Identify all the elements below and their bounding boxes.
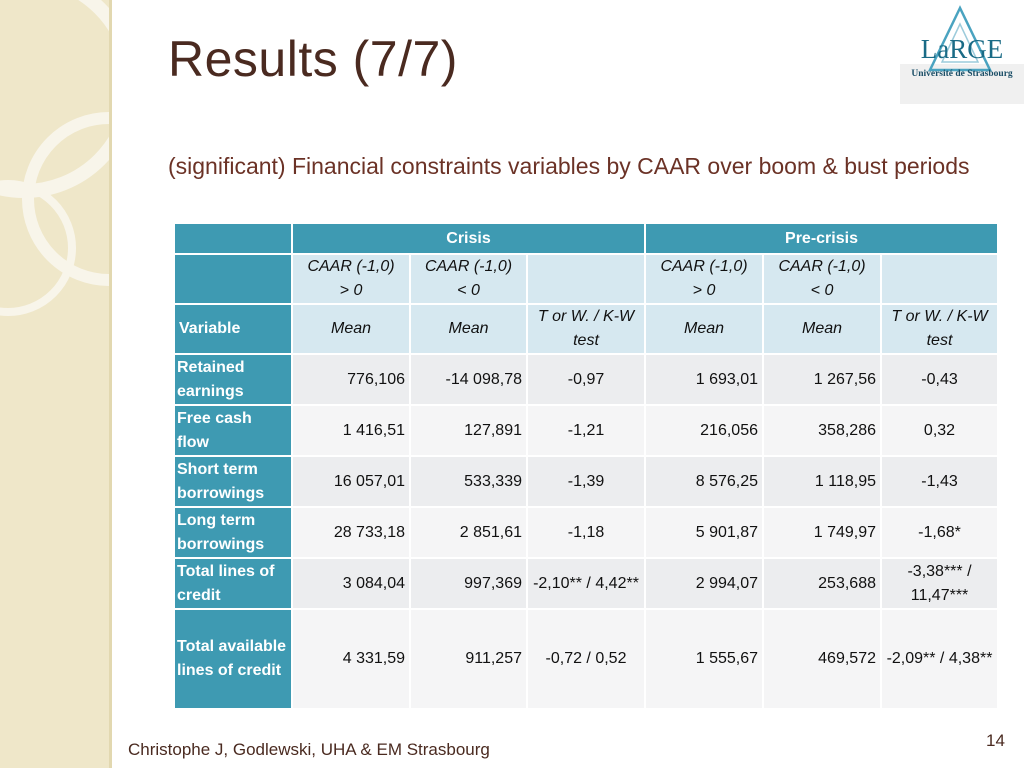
caar-sign: < 0 [810, 282, 834, 299]
cell-value: 2 994,07 [644, 557, 764, 610]
cell-value: 28 733,18 [291, 506, 411, 559]
row-variable-name: Total lines of credit [173, 557, 293, 610]
cell-test: -1,43 [880, 455, 999, 508]
header-caar-neg-precrisis: CAAR (-1,0) < 0 [762, 253, 882, 305]
caar-label: CAAR (-1,0) [307, 258, 395, 275]
cell-value: 216,056 [644, 404, 764, 457]
cell-value: 358,286 [762, 404, 882, 457]
cell-test: 0,32 [880, 404, 999, 457]
row-variable-name: Long term borrowings [173, 506, 293, 559]
test-header: T or W. / K-W test [526, 303, 646, 355]
cell-value: -14 098,78 [409, 353, 528, 406]
mean-header: Mean [644, 303, 764, 355]
table-subheader-row: CAAR (-1,0) > 0 CAAR (-1,0) < 0 CAAR (-1,0… [173, 253, 999, 305]
cell-test: -2,10** / 4,42** [526, 557, 646, 610]
header-blank-cell [173, 222, 293, 255]
header-caar-pos-precrisis: CAAR (-1,0) > 0 [644, 253, 764, 305]
cell-test: -0,43 [880, 353, 999, 406]
header-empty-precrisis [880, 253, 999, 305]
cell-value: 2 851,61 [409, 506, 528, 559]
caar-label: CAAR (-1,0) [660, 258, 748, 275]
page-number: 14 [986, 731, 1005, 750]
cell-value: 8 576,25 [644, 455, 764, 508]
table-row: Short term borrowings 16 057,01 533,339 … [173, 455, 999, 508]
cell-value: 469,572 [762, 608, 882, 710]
slide-subtitle: (significant) Financial constraints vari… [168, 153, 970, 179]
caar-label: CAAR (-1,0) [778, 258, 866, 275]
table-variable-row: Variable Mean Mean T or W. / K-W test Mea… [173, 303, 999, 355]
cell-value: 16 057,01 [291, 455, 411, 508]
caar-sign: > 0 [692, 282, 716, 299]
cell-value: 776,106 [291, 353, 411, 406]
cell-test: -1,18 [526, 506, 646, 559]
test-label: test [573, 332, 599, 349]
row-variable-name: Retained earnings [173, 353, 293, 406]
row-variable-name: Total available lines of credit [173, 608, 293, 710]
group-header-crisis: Crisis [291, 222, 646, 255]
cell-test: -0,72 / 0,52 [526, 608, 646, 710]
table-row: Free cash flow 1 416,51 127,891 -1,21 21… [173, 404, 999, 457]
decorative-side-band [0, 0, 112, 768]
table-header-row: Crisis Pre-crisis [173, 222, 999, 255]
cell-value: 533,339 [409, 455, 528, 508]
cell-test: -1,21 [526, 404, 646, 457]
table-row: Total lines of credit 3 084,04 997,369 -… [173, 557, 999, 610]
header-empty-crisis [526, 253, 646, 305]
cell-test: -2,09** / 4,38** [880, 608, 999, 710]
row-variable-name: Free cash flow [173, 404, 293, 457]
header-caar-neg-crisis: CAAR (-1,0) < 0 [409, 253, 528, 305]
caar-label: CAAR (-1,0) [424, 258, 513, 275]
results-table: Crisis Pre-crisis CAAR (-1,0) > 0 CAAR (-… [173, 222, 999, 710]
test-label: test [926, 332, 953, 349]
caar-sign: < 0 [457, 282, 480, 299]
page-title: Results (7/7) [168, 31, 458, 87]
cell-value: 997,369 [409, 557, 528, 610]
band-edge [109, 0, 112, 768]
subheader-blank-cell [173, 253, 293, 305]
cell-test: -3,38*** / 11,47*** [880, 557, 999, 610]
large-logo-icon: LaRGE Université de Strasbourg [900, 5, 1024, 104]
row-variable-name: Short term borrowings [173, 455, 293, 508]
logo-text: LaRGE [921, 34, 1003, 64]
header-caar-pos-crisis: CAAR (-1,0) > 0 [291, 253, 411, 305]
cell-value: 1 749,97 [762, 506, 882, 559]
cell-value: 1 118,95 [762, 455, 882, 508]
cell-value: 911,257 [409, 608, 528, 710]
test-label: T or W. / K-W [537, 308, 635, 325]
test-header: T or W. / K-W test [880, 303, 999, 355]
cell-value: 253,688 [762, 557, 882, 610]
cell-test: -0,97 [526, 353, 646, 406]
mean-header: Mean [291, 303, 411, 355]
test-label: T or W. / K-W [891, 308, 988, 325]
mean-header: Mean [762, 303, 882, 355]
table-row: Long term borrowings 28 733,18 2 851,61 … [173, 506, 999, 559]
cell-test: -1,39 [526, 455, 646, 508]
logo-subtext: Université de Strasbourg [911, 69, 1013, 79]
cell-value: 5 901,87 [644, 506, 764, 559]
caar-sign: > 0 [339, 282, 363, 299]
cell-value: 1 267,56 [762, 353, 882, 406]
footer-author: Christophe J, Godlewski, UHA & EM Strasb… [128, 740, 490, 759]
cell-value: 1 555,67 [644, 608, 764, 710]
cell-value: 1 693,01 [644, 353, 764, 406]
table-row: Total available lines of credit 4 331,59… [173, 608, 999, 710]
cell-test: -1,68* [880, 506, 999, 559]
cell-value: 1 416,51 [291, 404, 411, 457]
cell-value: 3 084,04 [291, 557, 411, 610]
mean-header: Mean [409, 303, 528, 355]
cell-value: 4 331,59 [291, 608, 411, 710]
variable-header: Variable [173, 303, 293, 355]
large-logo: LaRGE Université de Strasbourg [900, 2, 1024, 104]
table-row: Retained earnings 776,106 -14 098,78 -0,… [173, 353, 999, 406]
group-header-pre-crisis: Pre-crisis [644, 222, 999, 255]
cell-value: 127,891 [409, 404, 528, 457]
